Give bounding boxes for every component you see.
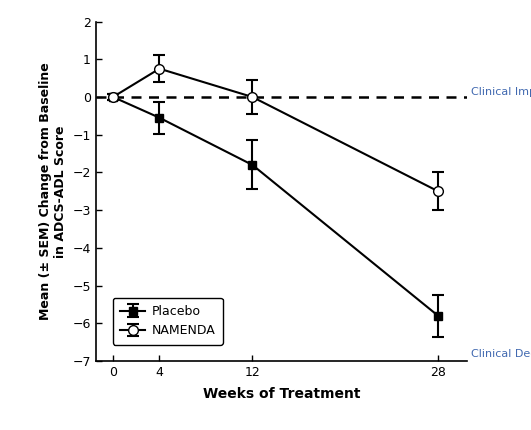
X-axis label: Weeks of Treatment: Weeks of Treatment xyxy=(203,387,360,401)
Text: Clinical Decline: Clinical Decline xyxy=(471,349,531,359)
Text: Clinical Improvement: Clinical Improvement xyxy=(471,87,531,97)
Legend: Placebo, NAMENDA: Placebo, NAMENDA xyxy=(113,298,223,345)
Y-axis label: Mean (± SEM) Change from Baseline
in ADCS-ADL Score: Mean (± SEM) Change from Baseline in ADC… xyxy=(39,62,67,320)
